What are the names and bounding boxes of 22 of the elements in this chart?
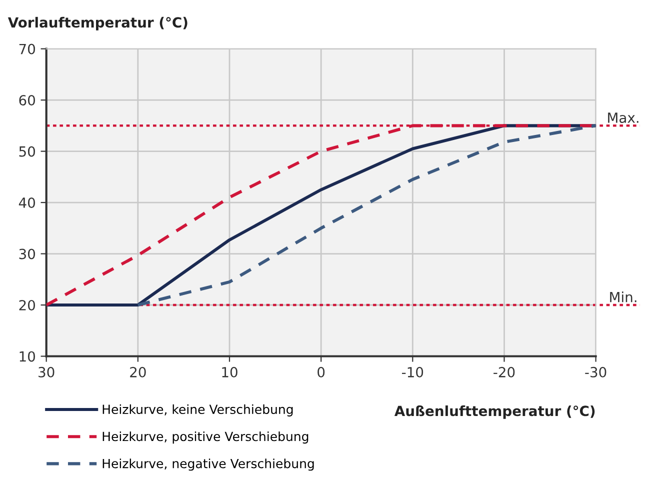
y-tick-label: 50 xyxy=(19,146,35,157)
x-tick-label: 30 xyxy=(38,366,54,378)
ref-line-label: Max. xyxy=(608,112,638,123)
y-tick-label: 40 xyxy=(18,197,35,208)
y-tick-label: 70 xyxy=(19,44,35,54)
y-tick-label: 60 xyxy=(19,95,35,106)
x-tick-label: 20 xyxy=(130,366,146,378)
legend-label: Heizkurve, positive Verschiebung xyxy=(102,431,308,444)
x-tick-label: -30 xyxy=(585,366,606,378)
y-tick-label: 20 xyxy=(19,300,35,310)
y-tick-label: 30 xyxy=(19,248,35,260)
x-tick-label: -20 xyxy=(494,366,515,378)
x-tick-label: -10 xyxy=(402,366,424,378)
legend-label: Heizkurve, negative Verschiebung xyxy=(102,458,314,471)
line-series xyxy=(136,124,596,307)
legend-label: Heizkurve, keine Verschiebung xyxy=(102,404,293,416)
y-tick-label: 10 xyxy=(20,351,35,362)
x-axis-title: Außenlufttemperatur (°C) xyxy=(394,405,595,419)
x-tick-label: 0 xyxy=(318,366,325,378)
x-tick-label: 10 xyxy=(222,366,238,378)
y-axis-title: Vorlauftemperatur (°C) xyxy=(8,16,188,30)
ref-line-label: Min. xyxy=(610,292,636,302)
